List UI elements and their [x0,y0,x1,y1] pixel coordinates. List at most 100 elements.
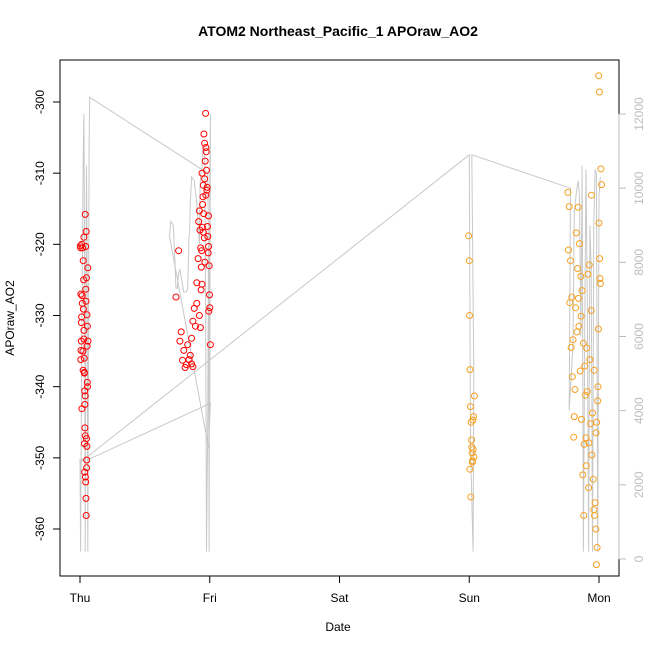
data-point [203,186,211,194]
data-point [206,341,214,349]
data-point [468,449,476,457]
data-point [202,109,210,117]
data-point [84,264,92,272]
data-point [567,257,574,265]
data-point [79,257,87,265]
data-point [188,360,196,368]
data-point [199,181,207,189]
data-point [80,368,88,376]
data-point [80,233,88,241]
data-point [582,434,590,442]
data-point [595,72,603,80]
data-point [470,392,478,400]
axes-layer: Thu Fri Sat Sun Mon -300 -310 -320 -330 -340 -350 -… [33,59,646,605]
altitude-line [79,96,601,552]
data-point [177,328,185,336]
data-point [587,307,595,314]
y-tick-label: -320 [33,232,47,256]
data-point [467,493,475,501]
data-point [566,299,574,307]
data-point [83,274,90,282]
y-axis-label: APOraw_AO2 [3,280,17,356]
y-tick-label: -300 [33,90,47,114]
data-point [77,290,85,298]
data-point [199,201,207,208]
data-point [205,307,213,315]
data-point [205,262,213,270]
data-point [580,512,588,519]
data-point [81,401,89,408]
data-point [201,175,209,183]
data-point [466,465,474,473]
data-point [568,373,576,381]
data-point [197,263,205,271]
data-point [202,144,210,151]
data-point [198,169,206,177]
data-point [466,366,474,374]
data-point [84,337,92,345]
data-point [77,244,85,252]
data-point [581,362,589,370]
data-point [575,294,582,302]
data-point [204,223,211,230]
y-tick-label: -310 [33,161,47,185]
data-point [577,312,585,320]
data-point [597,165,605,173]
data-point [593,418,601,426]
data-point [82,228,90,235]
data-point [578,415,585,423]
x-tick-label: Thu [70,591,91,605]
data-point [80,335,88,343]
data-point [205,212,212,220]
data-point [592,525,600,533]
data-point [468,458,476,466]
data-point [467,418,475,426]
data-point [83,464,91,472]
data-point [596,275,604,282]
data-point [81,424,89,432]
secondary-tick-label: 8000 [632,249,646,276]
data-point [81,392,89,400]
data-point [83,322,91,330]
x-tick-label: Sat [330,591,349,605]
data-point [206,304,214,312]
data-point [201,139,209,147]
data-point [576,367,584,375]
data-point [201,157,209,165]
data-point [200,130,208,138]
data-point [465,257,473,265]
data-point [179,356,186,364]
data-point [193,279,201,287]
data-point [583,388,591,396]
data-point [596,255,604,263]
data-point [592,429,600,437]
data-point [575,322,583,330]
data-point [470,413,477,421]
data-point [79,347,87,355]
data-point [591,499,599,507]
data-point [585,439,593,447]
data-point [590,366,598,374]
x-axis-label: Date [325,620,351,634]
data-point [172,293,180,301]
data-point [81,210,89,218]
points-layer [76,72,606,569]
data-point [593,544,601,551]
data-point [199,228,207,236]
data-point [570,433,578,441]
data-point [197,286,205,294]
data-point [186,351,194,359]
data-point [588,451,596,459]
data-point [81,468,89,476]
data-point [82,243,90,250]
data-point [78,292,86,300]
data-point [579,471,587,479]
data-point [202,148,210,156]
data-point [584,270,592,278]
data-point [578,287,586,295]
data-point [83,378,91,386]
data-point [592,561,600,569]
data-point [586,356,594,364]
data-point [176,337,184,345]
